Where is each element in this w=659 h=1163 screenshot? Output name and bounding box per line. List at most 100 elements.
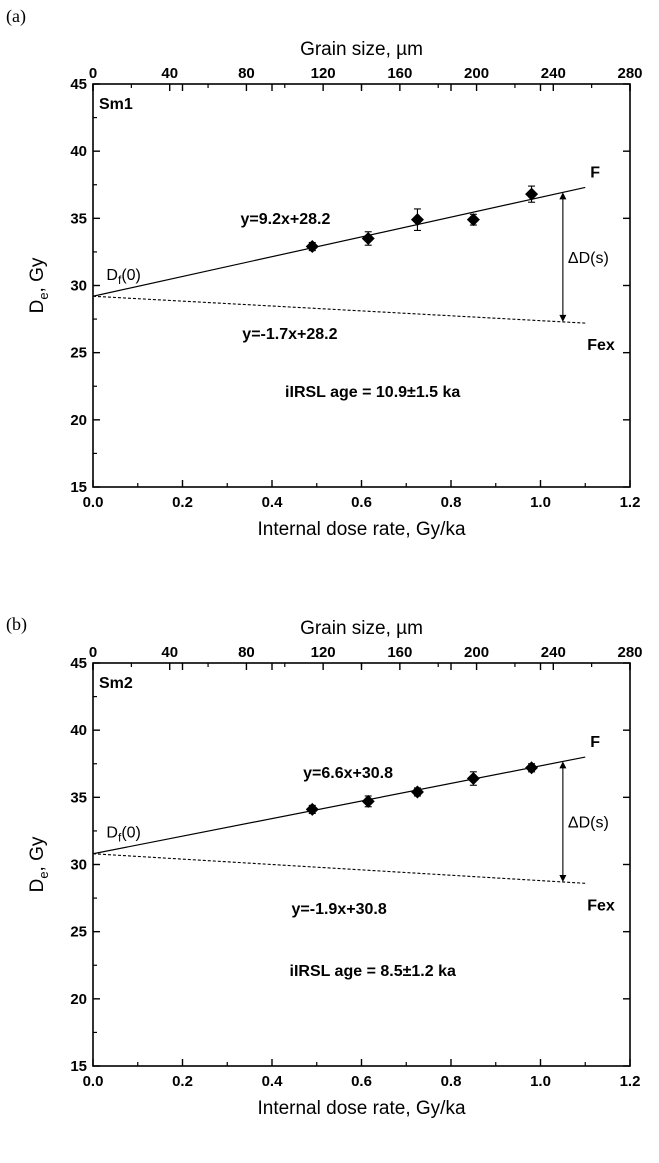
data-point <box>525 187 539 201</box>
y-tick-label: 40 <box>70 143 87 160</box>
fit-line-fex <box>92 295 586 324</box>
chart-panel-sm1: (a) 0.0 0.2 0.4 0.6 0.8 1.0 1.2 0 40 80 120 160 200 24… <box>6 6 643 540</box>
y-tick-label: 20 <box>70 991 87 1008</box>
x2-tick-label: 200 <box>464 644 489 661</box>
x-tick-label: 1.0 <box>530 494 551 511</box>
y-tick-label: 25 <box>70 924 87 941</box>
x2-tick-label: 120 <box>311 644 336 661</box>
delta-arrow-head-up <box>559 192 567 200</box>
x-tick-label: 0.2 <box>172 494 193 511</box>
fit-line-fex <box>92 853 586 884</box>
y-axis-title-sub: e <box>36 292 51 299</box>
y-tick-label: 15 <box>70 1058 87 1075</box>
data-point <box>305 240 319 254</box>
x2-tick-label: 280 <box>617 644 642 661</box>
df0-tail: (0) <box>121 825 141 842</box>
x-tick-label: 0.8 <box>441 494 462 511</box>
df0-label: Df(0) <box>106 267 140 287</box>
x2-tick-label: 280 <box>617 65 642 82</box>
panel-label: (a) <box>6 6 26 27</box>
age-annotation: iIRSL age = 8.5±1.2 ka <box>290 963 456 980</box>
x-tick-label: 0.6 <box>351 1073 372 1090</box>
df0-main: D <box>106 267 118 284</box>
y-tick-label: 45 <box>70 655 87 672</box>
line-label-f: F <box>590 734 600 751</box>
x2-tick-label: 160 <box>387 644 412 661</box>
x2-tick-label: 0 <box>89 65 97 82</box>
y-tick-label: 30 <box>70 278 87 295</box>
y-tick-label: 25 <box>70 345 87 362</box>
x-tick-label: 1.2 <box>620 1073 641 1090</box>
x2-tick-label: 40 <box>161 644 178 661</box>
delta-arrow-head-down <box>559 874 567 882</box>
y-tick-label: 30 <box>70 857 87 874</box>
y-axis-title: De, Gy <box>27 257 51 313</box>
plot-frame <box>92 83 631 488</box>
y-axis-title-tail: , Gy <box>27 836 48 871</box>
y-axis-title-main: D <box>27 879 48 893</box>
x2-axis-title: Grain size, µm <box>300 618 423 639</box>
x2-tick-label: 80 <box>238 644 255 661</box>
y-axis-title-main: D <box>27 300 48 314</box>
x-tick-label: 0.0 <box>83 1073 104 1090</box>
x-tick-label: 0.4 <box>262 1073 284 1090</box>
x-axis-title: Internal dose rate, Gy/ka <box>257 519 465 540</box>
equation-fex: y=-1.9x+30.8 <box>292 901 387 918</box>
data-point <box>410 785 424 799</box>
fit-line-f <box>92 186 586 297</box>
equation-f: y=9.2x+28.2 <box>240 211 330 228</box>
sample-label: Sm1 <box>99 96 133 113</box>
df0-tail: (0) <box>121 267 141 284</box>
delta-arrow-head-down <box>559 314 567 322</box>
age-annotation: iIRSL age = 10.9±1.5 ka <box>285 384 460 401</box>
y-tick-label: 35 <box>70 210 87 227</box>
y-tick-label: 35 <box>70 789 87 806</box>
x-tick-label: 0.8 <box>441 1073 462 1090</box>
line-label-fex: Fex <box>587 337 615 354</box>
df0-label: Df(0) <box>106 825 140 845</box>
data-point <box>525 761 539 775</box>
df0-sub: f <box>118 831 122 845</box>
y-tick-label: 20 <box>70 412 87 429</box>
data-point <box>361 794 375 808</box>
x2-tick-label: 0 <box>89 644 97 661</box>
x2-tick-label: 200 <box>464 65 489 82</box>
delta-arrow-head-up <box>559 761 567 769</box>
delta-label: ΔD(s) <box>568 250 609 267</box>
df0-sub: f <box>118 273 122 287</box>
y-axis-title-tail: , Gy <box>27 257 48 292</box>
fit-line-f <box>92 756 586 855</box>
x-tick-label: 0.6 <box>351 494 372 511</box>
y-tick-label: 45 <box>70 76 87 93</box>
x-tick-label: 0.4 <box>262 494 284 511</box>
equation-f: y=6.6x+30.8 <box>303 765 393 782</box>
x2-tick-label: 120 <box>311 65 336 82</box>
delta-label: ΔD(s) <box>568 815 609 832</box>
x2-tick-label: 40 <box>161 65 178 82</box>
line-label-f: F <box>590 164 600 181</box>
y-tick-label: 40 <box>70 722 87 739</box>
chart-panel-sm2: (b) 0.0 0.2 0.4 0.6 0.8 1.0 1.2 0 40 80 120 160 200 24… <box>6 614 643 1119</box>
x2-tick-label: 80 <box>238 65 255 82</box>
data-point <box>466 213 480 227</box>
y-axis-title-sub: e <box>36 871 51 878</box>
data-point <box>410 213 424 227</box>
data-point <box>361 231 375 245</box>
line-label-fex: Fex <box>587 897 615 914</box>
x2-tick-label: 160 <box>387 65 412 82</box>
x-tick-label: 1.2 <box>620 494 641 511</box>
x-tick-label: 0.2 <box>172 1073 193 1090</box>
y-axis-title: De, Gy <box>27 836 51 892</box>
data-point <box>305 802 319 816</box>
sample-label: Sm2 <box>99 675 133 692</box>
x2-axis-title: Grain size, µm <box>300 39 423 60</box>
data-point <box>466 772 480 786</box>
x-tick-label: 1.0 <box>530 1073 551 1090</box>
df0-main: D <box>106 825 118 842</box>
x2-tick-label: 240 <box>541 644 566 661</box>
x2-tick-label: 240 <box>541 65 566 82</box>
x-tick-label: 0.0 <box>83 494 104 511</box>
plot-frame <box>92 662 631 1067</box>
x-axis-title: Internal dose rate, Gy/ka <box>257 1098 465 1119</box>
